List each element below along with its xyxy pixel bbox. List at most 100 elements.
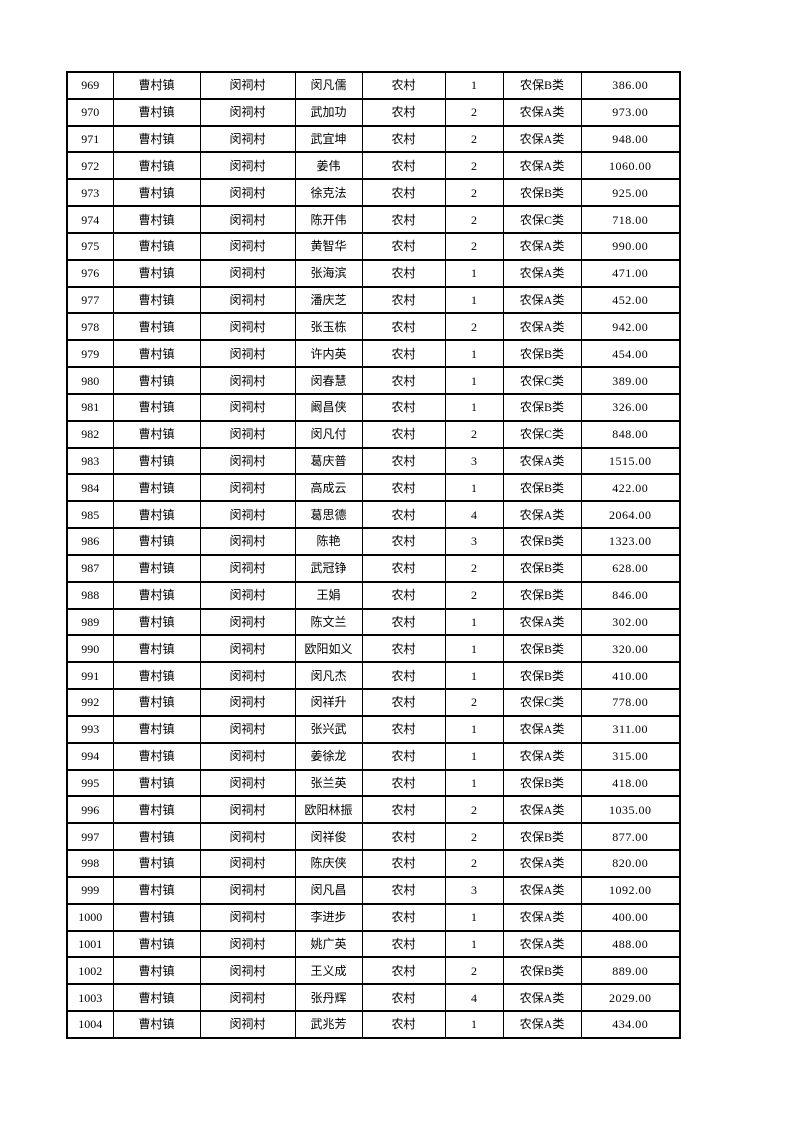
cell-village: 闵祠村 xyxy=(199,661,296,691)
cell-seq: 990 xyxy=(66,634,114,664)
cell-amount: 846.00 xyxy=(580,580,681,610)
cell-amount: 422.00 xyxy=(580,473,681,503)
cell-town: 曹村镇 xyxy=(112,71,201,100)
cell-amount: 718.00 xyxy=(580,205,681,234)
cell-insurance-type: 农保A类 xyxy=(502,929,582,959)
cell-seq: 976 xyxy=(66,258,114,288)
cell-count: 2 xyxy=(444,822,504,852)
table-row: 988 曹村镇 闵祠村 王娟 农村 2 农保B类 846.00 xyxy=(66,580,681,610)
cell-residence: 农村 xyxy=(361,473,446,503)
cell-amount: 1035.00 xyxy=(580,795,681,825)
cell-amount: 778.00 xyxy=(580,688,681,717)
cell-town: 曹村镇 xyxy=(112,366,201,395)
cell-town: 曹村镇 xyxy=(112,473,201,503)
cell-name: 王娟 xyxy=(294,580,363,610)
table-row: 991 曹村镇 闵祠村 闵凡杰 农村 1 农保B类 410.00 xyxy=(66,661,681,691)
cell-residence: 农村 xyxy=(361,419,446,449)
cell-insurance-type: 农保B类 xyxy=(502,580,582,610)
cell-insurance-type: 农保B类 xyxy=(502,768,582,798)
table-row: 977 曹村镇 闵祠村 潘庆芝 农村 1 农保A类 452.00 xyxy=(66,285,681,315)
cell-town: 曹村镇 xyxy=(112,500,201,530)
cell-residence: 农村 xyxy=(361,795,446,825)
cell-insurance-type: 农保C类 xyxy=(502,205,582,234)
cell-residence: 农村 xyxy=(361,231,446,261)
cell-residence: 农村 xyxy=(361,527,446,556)
cell-residence: 农村 xyxy=(361,178,446,208)
cell-amount: 386.00 xyxy=(580,71,681,100)
cell-town: 曹村镇 xyxy=(112,983,201,1012)
cell-insurance-type: 农保C类 xyxy=(502,688,582,717)
cell-village: 闵祠村 xyxy=(199,97,296,127)
cell-village: 闵祠村 xyxy=(199,473,296,503)
cell-name: 陈庆侠 xyxy=(294,849,363,878)
cell-residence: 农村 xyxy=(361,500,446,530)
cell-seq: 982 xyxy=(66,419,114,449)
cell-seq: 986 xyxy=(66,527,114,556)
cell-name: 闵祥俊 xyxy=(294,822,363,852)
cell-count: 3 xyxy=(444,527,504,556)
cell-amount: 973.00 xyxy=(580,97,681,127)
table-row: 990 曹村镇 闵祠村 欧阳如义 农村 1 农保B类 320.00 xyxy=(66,634,681,664)
cell-residence: 农村 xyxy=(361,661,446,691)
cell-residence: 农村 xyxy=(361,983,446,1012)
cell-amount: 452.00 xyxy=(580,285,681,315)
cell-town: 曹村镇 xyxy=(112,312,201,342)
cell-town: 曹村镇 xyxy=(112,97,201,127)
cell-amount: 990.00 xyxy=(580,231,681,261)
cell-village: 闵祠村 xyxy=(199,527,296,556)
cell-town: 曹村镇 xyxy=(112,634,201,664)
cell-insurance-type: 农保B类 xyxy=(502,527,582,556)
cell-insurance-type: 农保A类 xyxy=(502,151,582,181)
cell-town: 曹村镇 xyxy=(112,714,201,744)
cell-seq: 973 xyxy=(66,178,114,208)
cell-amount: 389.00 xyxy=(580,366,681,395)
cell-count: 1 xyxy=(444,285,504,315)
cell-residence: 农村 xyxy=(361,312,446,342)
cell-insurance-type: 农保A类 xyxy=(502,285,582,315)
cell-count: 1 xyxy=(444,1009,504,1040)
cell-residence: 农村 xyxy=(361,768,446,798)
cell-town: 曹村镇 xyxy=(112,527,201,556)
table-row: 1003 曹村镇 闵祠村 张丹辉 农村 4 农保A类 2029.00 xyxy=(66,983,681,1012)
cell-insurance-type: 农保A类 xyxy=(502,902,582,932)
cell-name: 李进步 xyxy=(294,902,363,932)
cell-count: 1 xyxy=(444,71,504,100)
cell-amount: 2064.00 xyxy=(580,500,681,530)
cell-name: 陈文兰 xyxy=(294,607,363,637)
cell-seq: 988 xyxy=(66,580,114,610)
cell-name: 武加功 xyxy=(294,97,363,127)
cell-village: 闵祠村 xyxy=(199,446,296,476)
cell-amount: 942.00 xyxy=(580,312,681,342)
cell-insurance-type: 农保B类 xyxy=(502,822,582,852)
cell-village: 闵祠村 xyxy=(199,607,296,637)
cell-residence: 农村 xyxy=(361,366,446,395)
cell-insurance-type: 农保A类 xyxy=(502,97,582,127)
cell-count: 1 xyxy=(444,366,504,395)
cell-amount: 315.00 xyxy=(580,741,681,771)
cell-town: 曹村镇 xyxy=(112,124,201,154)
cell-name: 闵凡昌 xyxy=(294,875,363,905)
cell-insurance-type: 农保B类 xyxy=(502,178,582,208)
cell-name: 张兰英 xyxy=(294,768,363,798)
cell-insurance-type: 农保B类 xyxy=(502,71,582,100)
cell-residence: 农村 xyxy=(361,392,446,422)
cell-residence: 农村 xyxy=(361,688,446,717)
cell-town: 曹村镇 xyxy=(112,875,201,905)
cell-residence: 农村 xyxy=(361,258,446,288)
cell-town: 曹村镇 xyxy=(112,822,201,852)
cell-insurance-type: 农保A类 xyxy=(502,849,582,878)
cell-amount: 320.00 xyxy=(580,634,681,664)
table-row: 982 曹村镇 闵祠村 闵凡付 农村 2 农保C类 848.00 xyxy=(66,419,681,449)
cell-town: 曹村镇 xyxy=(112,178,201,208)
cell-town: 曹村镇 xyxy=(112,553,201,583)
cell-insurance-type: 农保B类 xyxy=(502,634,582,664)
cell-village: 闵祠村 xyxy=(199,258,296,288)
cell-amount: 1515.00 xyxy=(580,446,681,476)
cell-count: 2 xyxy=(444,419,504,449)
cell-insurance-type: 农保C类 xyxy=(502,419,582,449)
table-row: 973 曹村镇 闵祠村 徐克法 农村 2 农保B类 925.00 xyxy=(66,178,681,208)
cell-residence: 农村 xyxy=(361,446,446,476)
cell-village: 闵祠村 xyxy=(199,366,296,395)
cell-name: 高成云 xyxy=(294,473,363,503)
cell-village: 闵祠村 xyxy=(199,822,296,852)
